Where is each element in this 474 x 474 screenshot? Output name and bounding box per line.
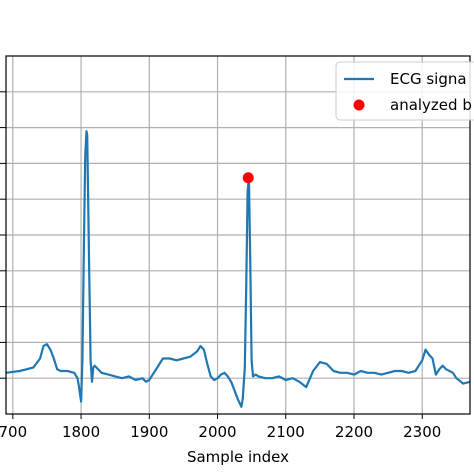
x-axis-ticks: 700 1800 1900 2000 2100 2200 2300	[0, 414, 441, 441]
legend-box	[335, 61, 474, 121]
x-tick-label: 700	[0, 423, 27, 441]
legend-label: ECG signa	[390, 70, 467, 88]
legend-label: analyzed b	[390, 96, 472, 114]
x-axis-label: Sample index	[187, 448, 289, 466]
y-axis-ticks	[0, 91, 6, 379]
x-tick-label: 2000	[198, 423, 236, 441]
x-tick-label: 1900	[130, 423, 168, 441]
x-tick-label: 1800	[62, 423, 100, 441]
x-tick-label: 2300	[403, 423, 441, 441]
ecg-signal-line	[5, 130, 471, 408]
analyzed-beat-marker	[242, 172, 254, 184]
x-tick-label: 2100	[267, 423, 305, 441]
legend: ECG signa analyzed b	[335, 61, 474, 121]
legend-marker-swatch	[353, 99, 365, 111]
x-tick-label: 2200	[335, 423, 373, 441]
series-layer	[5, 130, 471, 408]
